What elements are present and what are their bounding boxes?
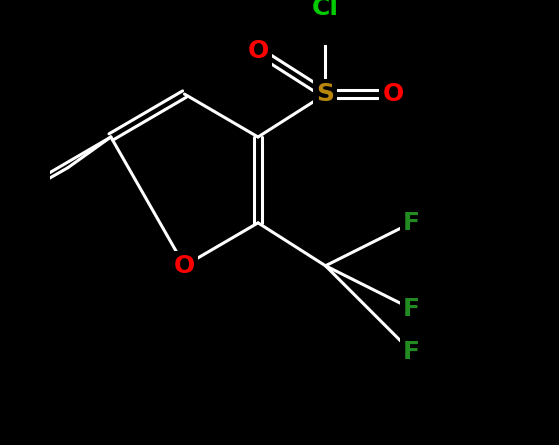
Text: O: O xyxy=(248,39,269,63)
Text: F: F xyxy=(403,297,420,321)
Text: O: O xyxy=(174,254,195,278)
Text: O: O xyxy=(382,82,404,106)
Text: Cl: Cl xyxy=(312,0,339,20)
Text: S: S xyxy=(316,82,334,106)
Text: F: F xyxy=(403,211,420,235)
Text: F: F xyxy=(403,340,420,364)
